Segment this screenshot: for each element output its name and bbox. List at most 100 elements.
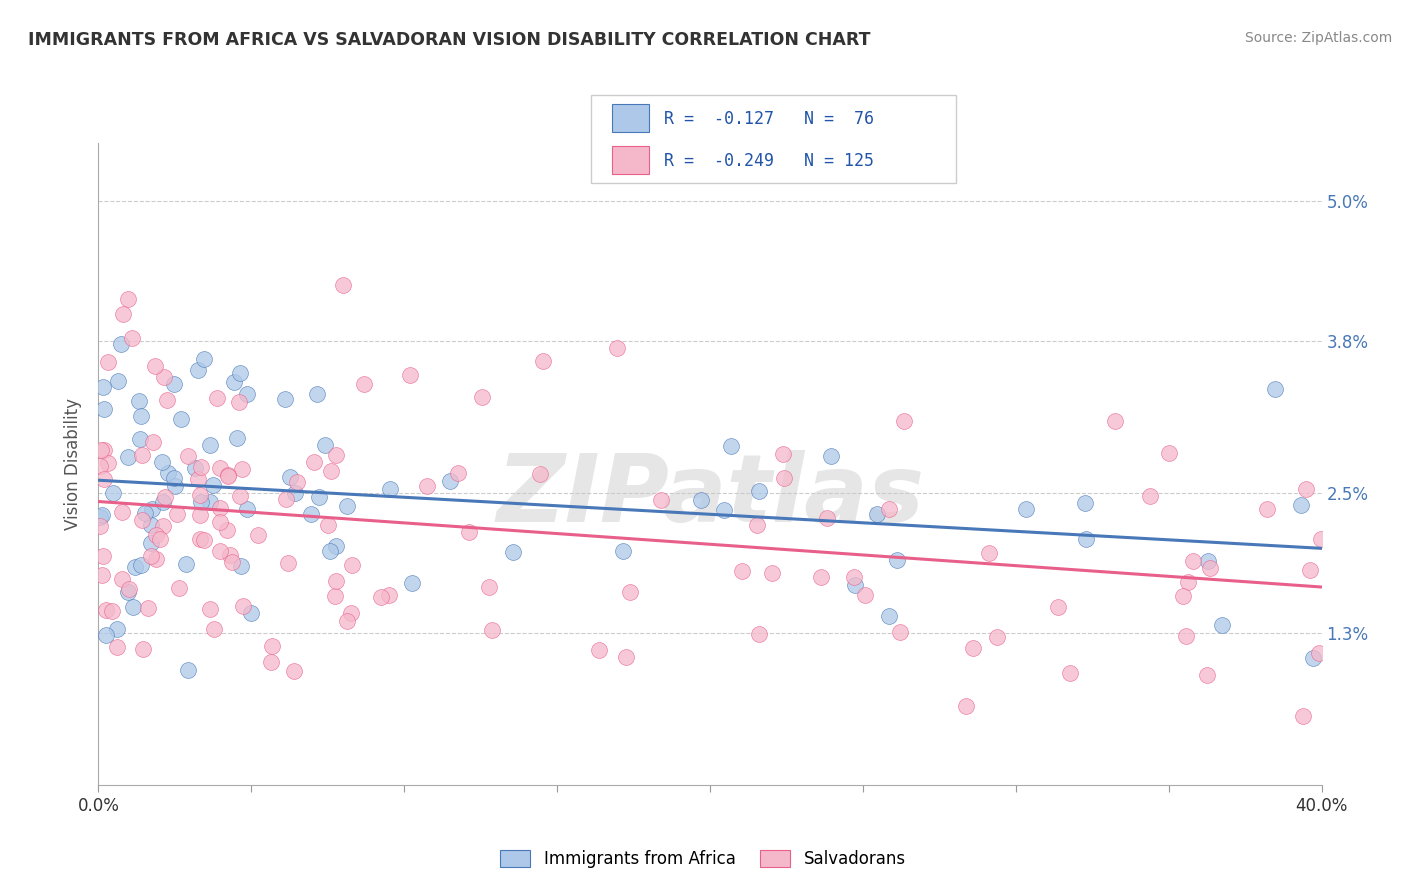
Point (236, 387, 259, 401)
Point (720, 439, 742, 453)
Point (93, 442, 115, 457)
Point (177, 449, 200, 463)
Point (117, 585, 139, 599)
Point (1175, 629, 1198, 643)
Point (117, 450, 139, 465)
Point (278, 470, 301, 484)
Point (150, 455, 173, 469)
Point (122, 599, 145, 614)
Point (110, 337, 132, 351)
Point (208, 460, 231, 475)
Point (117, 292, 139, 306)
Point (231, 462, 253, 476)
Point (853, 588, 876, 602)
Point (226, 431, 249, 445)
Point (531, 354, 554, 368)
Point (447, 467, 470, 481)
Point (815, 511, 838, 525)
Point (157, 467, 180, 481)
Point (89, 458, 111, 473)
Point (274, 492, 297, 507)
Point (323, 589, 346, 603)
Legend: Immigrants from Africa, Salvadorans: Immigrants from Africa, Salvadorans (494, 843, 912, 875)
Point (188, 508, 211, 522)
Point (217, 467, 239, 482)
Point (319, 464, 342, 478)
Point (209, 501, 232, 516)
Point (877, 608, 900, 623)
Point (101, 486, 124, 500)
Point (1310, 532, 1333, 546)
Point (478, 580, 501, 594)
Text: IMMIGRANTS FROM AFRICA VS SALVADORAN VISION DISABILITY CORRELATION CHART: IMMIGRANTS FROM AFRICA VS SALVADORAN VIS… (28, 31, 870, 49)
Point (142, 434, 165, 449)
Point (1211, 618, 1233, 632)
Point (139, 518, 162, 533)
Point (1159, 446, 1181, 460)
Text: R =  -0.127   N =  76: R = -0.127 N = 76 (664, 110, 873, 128)
Point (962, 640, 984, 655)
Point (889, 624, 911, 639)
Point (141, 501, 163, 516)
Point (332, 277, 354, 292)
Point (91, 508, 114, 523)
Point (612, 543, 634, 558)
Point (193, 352, 215, 367)
Point (650, 493, 672, 508)
Point (176, 663, 198, 677)
Point (190, 459, 212, 474)
Point (136, 600, 159, 615)
Point (399, 368, 422, 383)
Point (93, 472, 115, 486)
Point (202, 622, 225, 636)
Point (1256, 501, 1278, 516)
Point (502, 545, 524, 559)
Point (200, 438, 222, 452)
Point (129, 409, 152, 424)
Point (229, 559, 252, 574)
Point (1292, 709, 1315, 723)
Text: ZIPatlas: ZIPatlas (496, 450, 924, 542)
Point (163, 376, 186, 391)
Point (529, 467, 551, 481)
Point (132, 641, 155, 656)
Point (893, 414, 915, 428)
Point (745, 518, 768, 533)
Point (228, 367, 250, 381)
Point (184, 461, 207, 475)
Point (401, 576, 423, 591)
Point (1295, 482, 1317, 496)
Point (284, 486, 307, 500)
Point (866, 508, 889, 522)
Point (128, 394, 150, 409)
Point (844, 570, 866, 584)
Point (129, 432, 152, 446)
Point (316, 517, 339, 532)
Point (236, 502, 259, 516)
Point (606, 341, 628, 355)
Point (302, 455, 325, 469)
Point (471, 390, 494, 404)
Point (731, 564, 754, 578)
Point (325, 539, 347, 553)
Point (820, 449, 842, 463)
Point (325, 574, 347, 588)
FancyBboxPatch shape (613, 104, 650, 132)
Point (748, 627, 770, 641)
Point (232, 599, 254, 613)
Point (1197, 667, 1219, 681)
Point (619, 585, 641, 599)
Point (145, 551, 167, 566)
Point (1104, 414, 1126, 428)
Point (378, 588, 401, 602)
Point (1171, 589, 1194, 603)
Point (1047, 599, 1070, 614)
Point (155, 392, 177, 407)
Point (91, 568, 114, 582)
Point (260, 655, 283, 669)
Point (93, 402, 115, 417)
Point (844, 578, 866, 592)
Point (141, 549, 163, 563)
Point (439, 474, 461, 488)
Point (319, 544, 342, 558)
